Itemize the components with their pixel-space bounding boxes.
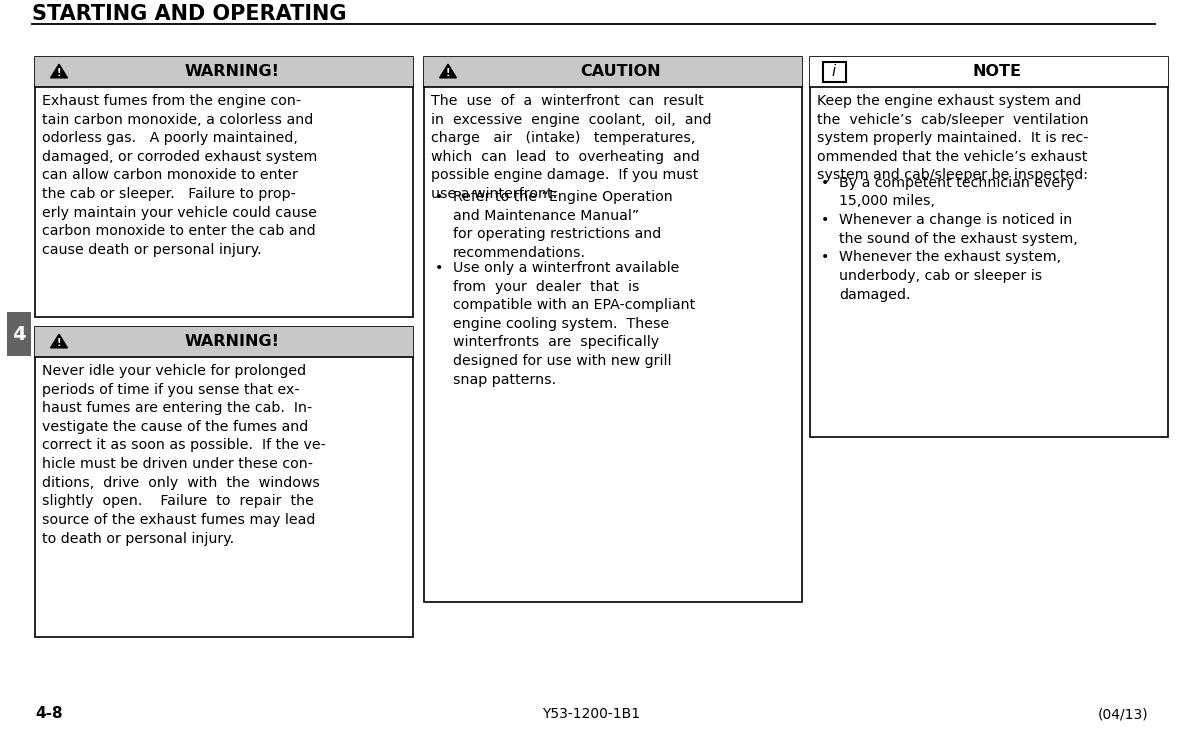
Text: i: i — [832, 64, 836, 80]
Text: STARTING AND OPERATING: STARTING AND OPERATING — [32, 4, 346, 24]
Text: 4: 4 — [12, 324, 26, 343]
Text: Refer to the “Engine Operation
and Maintenance Manual”
for operating restriction: Refer to the “Engine Operation and Maint… — [453, 190, 673, 260]
Text: (04/13): (04/13) — [1097, 707, 1148, 721]
Bar — [35, 327, 413, 357]
Text: !: ! — [57, 69, 61, 78]
Bar — [424, 57, 803, 602]
Text: Use only a winterfront available
from  your  dealer  that  is
compatible with an: Use only a winterfront available from yo… — [453, 261, 695, 386]
Bar — [823, 62, 845, 82]
Text: The  use  of  a  winterfront  can  result
in  excessive  engine  coolant,  oil, : The use of a winterfront can result in e… — [431, 94, 712, 201]
Text: •: • — [821, 213, 830, 227]
Text: Y53-1200-1B1: Y53-1200-1B1 — [541, 707, 641, 721]
Text: NOTE: NOTE — [973, 64, 1021, 80]
Polygon shape — [51, 335, 67, 348]
Bar — [424, 57, 803, 87]
Text: Whenever a change is noticed in
the sound of the exhaust system,: Whenever a change is noticed in the soun… — [839, 213, 1078, 245]
Bar — [810, 57, 1168, 437]
Text: WARNING!: WARNING! — [184, 335, 279, 349]
Text: •: • — [821, 176, 830, 190]
Text: •: • — [821, 250, 830, 264]
Text: 4-8: 4-8 — [35, 706, 63, 722]
Bar — [35, 327, 413, 637]
Polygon shape — [51, 64, 67, 78]
Text: Whenever the exhaust system,
underbody, cab or sleeper is
damaged.: Whenever the exhaust system, underbody, … — [839, 250, 1061, 302]
Text: CAUTION: CAUTION — [580, 64, 661, 80]
Bar — [810, 57, 1168, 87]
Text: By a competent technician every
15,000 miles,: By a competent technician every 15,000 m… — [839, 176, 1074, 208]
Bar — [7, 312, 31, 356]
Text: •: • — [435, 190, 443, 204]
Bar — [35, 57, 413, 87]
Text: Exhaust fumes from the engine con-
tain carbon monoxide, a colorless and
odorles: Exhaust fumes from the engine con- tain … — [43, 94, 317, 257]
Polygon shape — [440, 64, 456, 78]
Bar — [35, 57, 413, 317]
Text: !: ! — [57, 338, 61, 348]
Text: !: ! — [446, 69, 450, 78]
Text: •: • — [435, 261, 443, 275]
Text: WARNING!: WARNING! — [184, 64, 279, 80]
Text: Never idle your vehicle for prolonged
periods of time if you sense that ex-
haus: Never idle your vehicle for prolonged pe… — [43, 364, 326, 545]
Text: Keep the engine exhaust system and
the  vehicle’s  cab/sleeper  ventilation
syst: Keep the engine exhaust system and the v… — [817, 94, 1089, 182]
